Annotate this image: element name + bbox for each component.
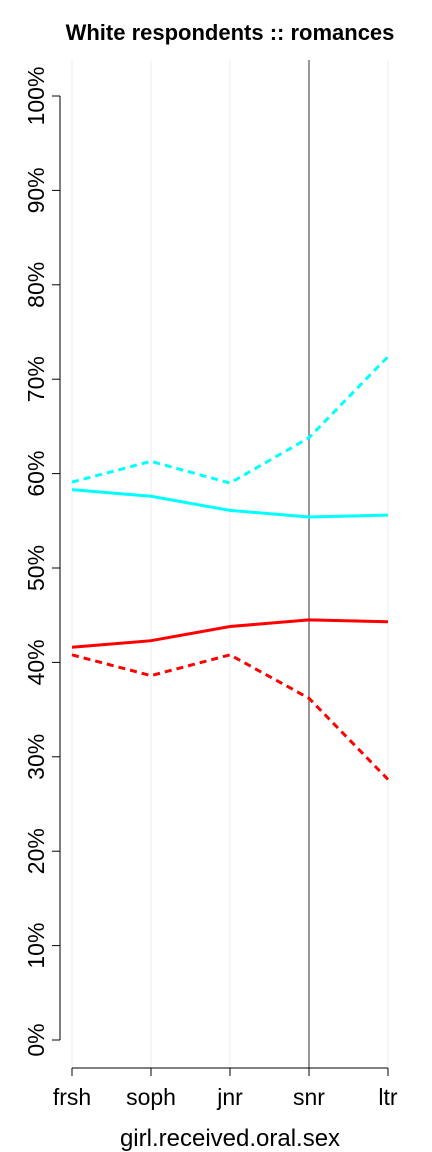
y-tick-label: 10%	[23, 923, 49, 969]
y-tick-label: 70%	[23, 356, 49, 402]
x-axis-label: girl.received.oral.sex	[120, 1125, 340, 1152]
y-tick-label: 20%	[23, 828, 49, 874]
x-tick-label: soph	[126, 1084, 176, 1110]
series-line	[71, 355, 390, 485]
x-tick-label: jnr	[216, 1084, 243, 1110]
series-line	[71, 488, 389, 519]
y-tick-label: 100%	[23, 67, 49, 126]
y-tick-label: 60%	[23, 451, 49, 497]
y-tick-label: 50%	[23, 545, 49, 591]
x-tick-label: ltr	[378, 1084, 398, 1110]
y-tick-label: 90%	[23, 167, 49, 213]
y-tick-label: 40%	[23, 639, 49, 685]
series-line	[71, 653, 390, 781]
y-tick-label: 30%	[23, 734, 49, 780]
chart-title: White respondents :: romances	[66, 20, 395, 45]
y-tick-label: 80%	[23, 262, 49, 308]
series-line	[71, 618, 389, 649]
x-tick-label: frsh	[53, 1084, 91, 1110]
y-tick-label: 0%	[23, 1023, 49, 1056]
x-tick-label: snr	[293, 1084, 325, 1110]
